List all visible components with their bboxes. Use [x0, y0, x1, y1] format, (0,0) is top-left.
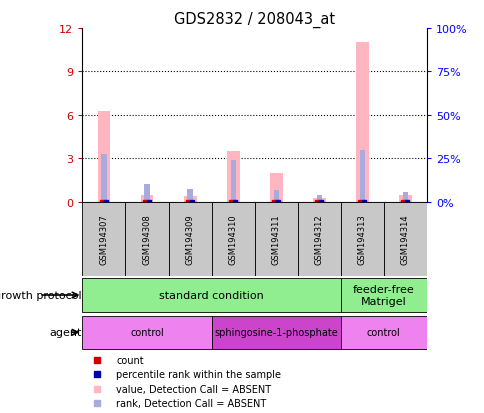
Text: GSM194307: GSM194307 [99, 214, 108, 265]
Text: GSM194310: GSM194310 [228, 214, 237, 265]
Bar [226, 152, 239, 202]
Bar [340, 278, 426, 312]
Text: control: control [366, 328, 400, 337]
Bar [187, 189, 192, 202]
Bar [82, 316, 211, 349]
Text: standard condition: standard condition [159, 290, 263, 300]
Title: GDS2832 / 208043_at: GDS2832 / 208043_at [174, 12, 334, 28]
Bar [383, 202, 426, 277]
Bar [183, 197, 196, 202]
Bar [269, 173, 282, 202]
Bar [101, 154, 106, 202]
Text: rank, Detection Call = ABSENT: rank, Detection Call = ABSENT [116, 398, 266, 408]
Bar [312, 198, 325, 202]
Text: agent: agent [49, 328, 81, 337]
Bar [97, 111, 110, 202]
Text: GSM194312: GSM194312 [314, 214, 323, 265]
Bar [140, 195, 153, 202]
Bar [144, 185, 149, 202]
Text: GSM194313: GSM194313 [357, 214, 366, 265]
Bar [230, 160, 235, 202]
Bar [254, 202, 297, 277]
Text: value, Detection Call = ABSENT: value, Detection Call = ABSENT [116, 384, 271, 394]
Bar [316, 195, 321, 202]
Bar [355, 43, 368, 202]
Text: GSM194314: GSM194314 [400, 214, 409, 265]
Bar [168, 202, 211, 277]
Bar [359, 150, 364, 202]
Bar [340, 316, 426, 349]
Bar [82, 202, 125, 277]
Bar [211, 316, 340, 349]
Text: GSM194311: GSM194311 [271, 214, 280, 265]
Bar [398, 195, 411, 202]
Bar [340, 202, 383, 277]
Bar [273, 191, 278, 202]
Text: count: count [116, 355, 144, 365]
Text: growth protocol: growth protocol [0, 290, 81, 300]
Bar [125, 202, 168, 277]
Bar [82, 278, 340, 312]
Text: control: control [130, 328, 164, 337]
Text: percentile rank within the sample: percentile rank within the sample [116, 369, 281, 379]
Bar [211, 202, 254, 277]
Text: feeder-free
Matrigel: feeder-free Matrigel [352, 285, 414, 306]
Bar [402, 192, 407, 202]
Text: GSM194308: GSM194308 [142, 214, 151, 265]
Bar [297, 202, 340, 277]
Text: sphingosine-1-phosphate: sphingosine-1-phosphate [214, 328, 337, 337]
Text: GSM194309: GSM194309 [185, 214, 194, 265]
